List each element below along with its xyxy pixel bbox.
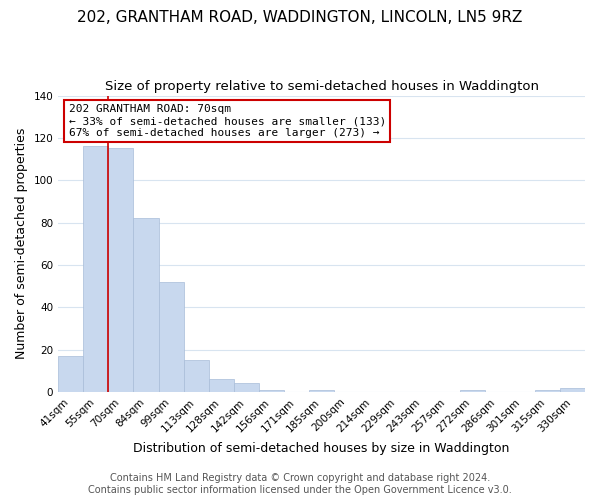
X-axis label: Distribution of semi-detached houses by size in Waddington: Distribution of semi-detached houses by … [133,442,510,455]
Bar [184,360,209,392]
Bar [133,218,158,392]
Bar [460,390,485,392]
Text: 202, GRANTHAM ROAD, WADDINGTON, LINCOLN, LN5 9RZ: 202, GRANTHAM ROAD, WADDINGTON, LINCOLN,… [77,10,523,25]
Bar [259,390,284,392]
Bar [209,379,234,392]
Text: Contains HM Land Registry data © Crown copyright and database right 2024.
Contai: Contains HM Land Registry data © Crown c… [88,474,512,495]
Bar [158,282,184,392]
Bar [234,384,259,392]
Bar [560,388,585,392]
Bar [109,148,133,392]
Title: Size of property relative to semi-detached houses in Waddington: Size of property relative to semi-detach… [104,80,539,93]
Bar [309,390,334,392]
Bar [58,356,83,392]
Bar [535,390,560,392]
Bar [83,146,109,392]
Text: 202 GRANTHAM ROAD: 70sqm
← 33% of semi-detached houses are smaller (133)
67% of : 202 GRANTHAM ROAD: 70sqm ← 33% of semi-d… [69,104,386,138]
Y-axis label: Number of semi-detached properties: Number of semi-detached properties [15,128,28,360]
